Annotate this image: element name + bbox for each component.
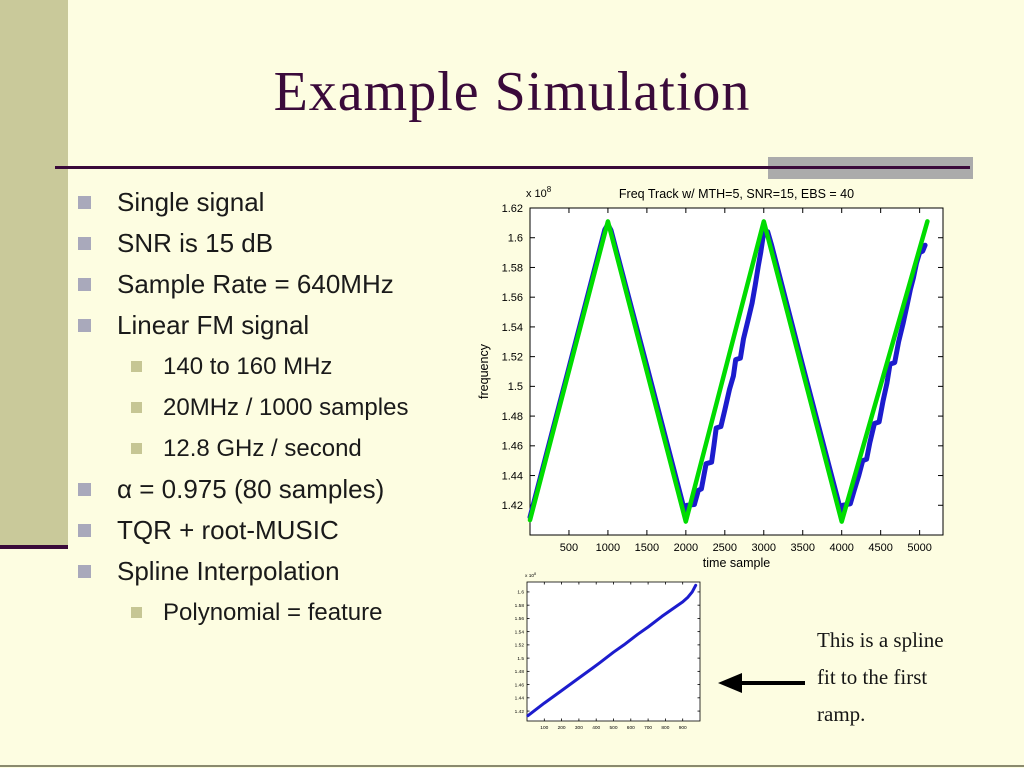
svg-text:500: 500	[560, 542, 578, 554]
svg-text:1.54: 1.54	[515, 629, 525, 635]
bullet-square-icon	[78, 565, 91, 578]
bullet-item: 20MHz / 1000 samples	[0, 387, 470, 428]
annotation-line: fit to the first	[817, 665, 928, 689]
bullet-item: Single signal	[0, 182, 470, 223]
bullet-square-icon	[78, 237, 91, 250]
annotation-text: This is a spline fit to the first ramp.	[817, 622, 997, 733]
bullet-list: Single signal SNR is 15 dB Sample Rate = 6…	[0, 182, 470, 633]
bullet-item: TQR + root-MUSIC	[0, 510, 470, 551]
bullet-text: SNR is 15 dB	[117, 228, 274, 258]
svg-text:1.52: 1.52	[502, 351, 523, 363]
svg-text:Freq Track w/ MTH=5, SNR=15, E: Freq Track w/ MTH=5, SNR=15, EBS = 40	[619, 187, 854, 201]
svg-text:1000: 1000	[596, 542, 620, 554]
svg-text:3500: 3500	[790, 542, 814, 554]
bullet-square-icon	[131, 443, 142, 454]
svg-text:1.42: 1.42	[502, 500, 523, 512]
svg-text:1.58: 1.58	[502, 262, 523, 274]
bullet-text: Single signal	[117, 187, 265, 217]
svg-text:1.6: 1.6	[508, 233, 523, 245]
svg-text:1.56: 1.56	[515, 616, 525, 622]
svg-text:1.6: 1.6	[517, 590, 524, 596]
svg-text:1.5: 1.5	[517, 656, 524, 662]
annotation-line: ramp.	[817, 702, 866, 726]
svg-text:1.46: 1.46	[515, 682, 525, 688]
bullet-text: α = 0.975 (80 samples)	[117, 474, 385, 504]
svg-text:5000: 5000	[907, 542, 931, 554]
svg-text:700: 700	[644, 725, 652, 731]
svg-text:1.5: 1.5	[508, 381, 523, 393]
left-arrow-icon	[718, 673, 805, 693]
svg-text:1500: 1500	[635, 542, 659, 554]
bullet-item: 12.8 GHz / second	[0, 428, 470, 469]
svg-text:1.56: 1.56	[502, 292, 523, 304]
svg-text:4000: 4000	[829, 542, 853, 554]
spline-fit-chart: 100 200 300 400 500 600 700 800 900 1.42 1.44 1.46 1…	[515, 572, 701, 731]
bullet-square-icon	[131, 402, 142, 413]
bullet-text: Polynomial = feature	[163, 598, 383, 626]
svg-text:1.44: 1.44	[515, 696, 525, 702]
bullet-square-icon	[131, 607, 142, 618]
svg-text:500: 500	[609, 725, 617, 731]
bullet-item: Polynomial = feature	[0, 592, 470, 633]
svg-text:1.58: 1.58	[515, 603, 525, 609]
bullet-item: Spline Interpolation	[0, 551, 470, 592]
svg-text:300: 300	[575, 725, 583, 731]
svg-text:100: 100	[540, 725, 548, 731]
freq-track-chart: 500 1000 1500 2000 2500 3000 3500 4000 4500 5000 1…	[478, 185, 944, 570]
bullet-text: TQR + root-MUSIC	[117, 515, 339, 545]
bullet-text: Linear FM signal	[117, 310, 310, 340]
svg-text:2500: 2500	[713, 542, 737, 554]
sidebar-underline	[0, 545, 68, 549]
bullet-square-icon	[78, 319, 91, 332]
slide-bottom-edge	[0, 765, 1024, 767]
svg-text:x 108: x 108	[525, 572, 536, 579]
bullet-item: Linear FM signal	[0, 305, 470, 346]
bullet-text: 20MHz / 1000 samples	[163, 393, 409, 421]
annotation-line: This is a spline	[817, 628, 944, 652]
svg-text:600: 600	[627, 725, 635, 731]
bullet-text: Spline Interpolation	[117, 556, 340, 586]
bullet-square-icon	[78, 278, 91, 291]
title-divider-line	[55, 166, 970, 169]
svg-text:900: 900	[679, 725, 687, 731]
svg-text:400: 400	[592, 725, 600, 731]
sidebar-accent-bar	[0, 0, 68, 545]
svg-text:1.42: 1.42	[515, 709, 525, 715]
svg-text:3000: 3000	[752, 542, 776, 554]
svg-text:1.52: 1.52	[515, 643, 525, 649]
svg-text:1.48: 1.48	[515, 669, 525, 675]
svg-text:2000: 2000	[674, 542, 698, 554]
svg-text:time sample: time sample	[703, 556, 770, 570]
svg-text:1.44: 1.44	[502, 470, 523, 482]
bullet-square-icon	[78, 524, 91, 537]
bullet-text: 140 to 160 MHz	[163, 352, 333, 380]
svg-text:x 108: x 108	[526, 185, 552, 200]
svg-text:1.54: 1.54	[502, 322, 523, 334]
page-title: Example Simulation	[273, 61, 751, 123]
bullet-square-icon	[78, 483, 91, 496]
svg-text:1.62: 1.62	[502, 203, 523, 215]
svg-text:200: 200	[558, 725, 566, 731]
bullet-text: Sample Rate = 640MHz	[117, 269, 394, 299]
svg-text:1.48: 1.48	[502, 411, 523, 423]
svg-text:4500: 4500	[868, 542, 892, 554]
svg-text:1.46: 1.46	[502, 441, 523, 453]
bullet-item: 140 to 160 MHz	[0, 346, 470, 387]
svg-text:frequency: frequency	[478, 343, 491, 399]
bullet-square-icon	[78, 196, 91, 209]
bullet-item: Sample Rate = 640MHz	[0, 264, 470, 305]
bullet-item: SNR is 15 dB	[0, 223, 470, 264]
svg-text:800: 800	[661, 725, 669, 731]
bullet-square-icon	[131, 361, 142, 372]
bullet-text: 12.8 GHz / second	[163, 434, 362, 462]
bullet-item: α = 0.975 (80 samples)	[0, 469, 470, 510]
